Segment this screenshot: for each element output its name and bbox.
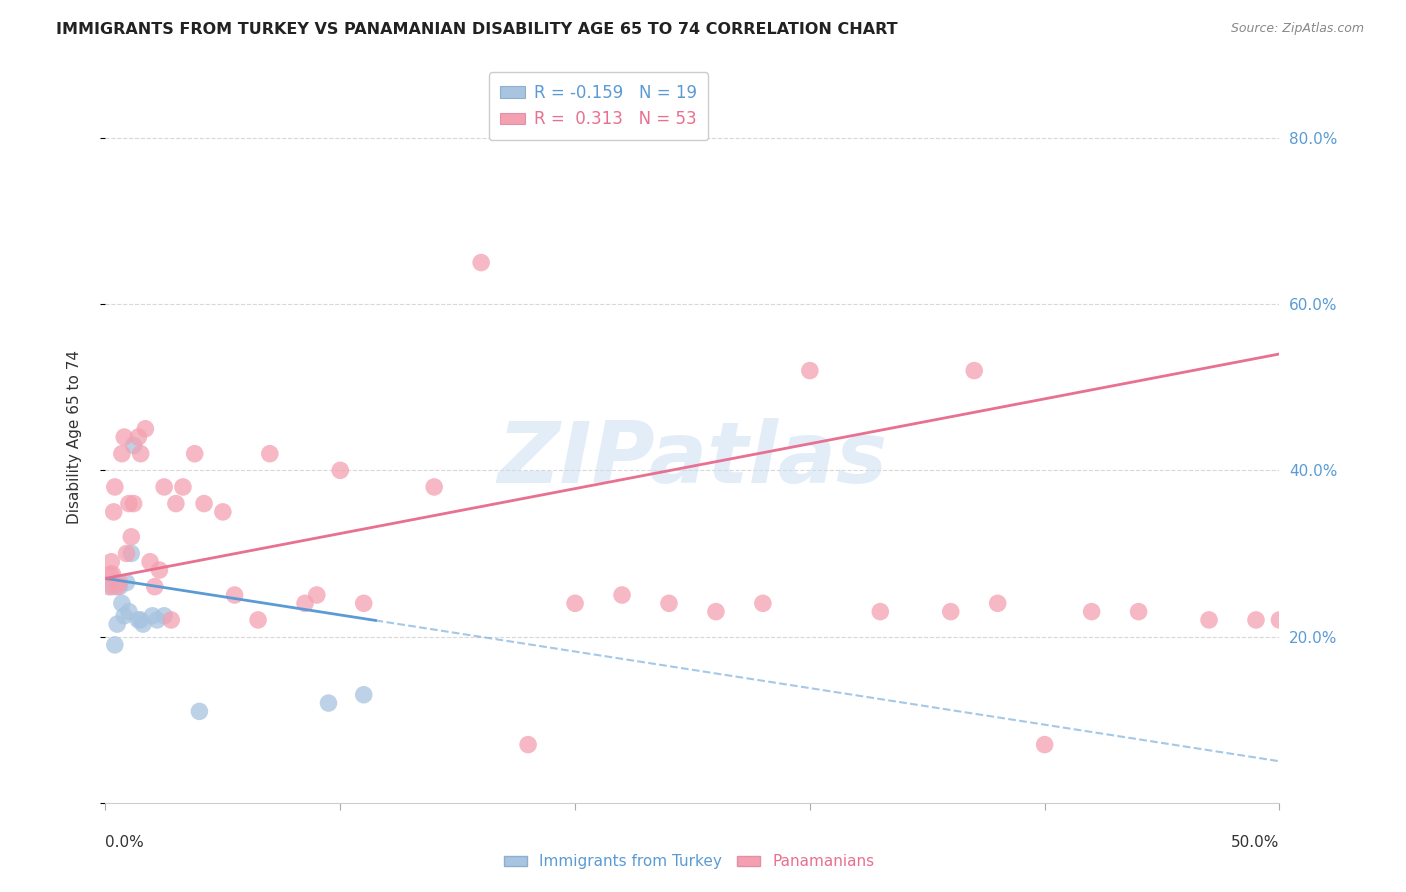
- Point: [1080, 605, 1102, 619]
- Point: [963, 363, 986, 377]
- Point: [470, 255, 492, 269]
- Point: [517, 738, 540, 752]
- Point: [183, 447, 205, 461]
- Point: [103, 505, 125, 519]
- Point: [111, 447, 134, 461]
- Point: [127, 430, 149, 444]
- Point: [118, 497, 141, 511]
- Point: [153, 608, 176, 623]
- Point: [122, 497, 145, 511]
- Point: [134, 422, 156, 436]
- Point: [120, 530, 142, 544]
- Legend: R = -0.159   N = 19, R =  0.313   N = 53: R = -0.159 N = 19, R = 0.313 N = 53: [489, 72, 709, 140]
- Point: [752, 596, 775, 610]
- Point: [108, 575, 131, 590]
- Text: 0.0%: 0.0%: [105, 836, 145, 850]
- Point: [101, 567, 124, 582]
- Point: [188, 705, 211, 719]
- Point: [148, 563, 170, 577]
- Point: [704, 605, 727, 619]
- Point: [105, 580, 128, 594]
- Point: [329, 463, 352, 477]
- Point: [129, 613, 152, 627]
- Point: [564, 596, 586, 610]
- Point: [193, 497, 215, 511]
- Point: [127, 613, 149, 627]
- Point: [423, 480, 446, 494]
- Point: [139, 555, 162, 569]
- Point: [98, 580, 121, 594]
- Point: [869, 605, 891, 619]
- Point: [146, 613, 169, 627]
- Legend: Immigrants from Turkey, Panamanians: Immigrants from Turkey, Panamanians: [498, 848, 880, 875]
- Point: [118, 605, 141, 619]
- Point: [353, 596, 375, 610]
- Point: [1198, 613, 1220, 627]
- Point: [132, 617, 155, 632]
- Text: ZIPatlas: ZIPatlas: [498, 417, 887, 500]
- Point: [122, 438, 145, 452]
- Y-axis label: Disability Age 65 to 74: Disability Age 65 to 74: [67, 350, 82, 524]
- Point: [104, 480, 127, 494]
- Point: [353, 688, 375, 702]
- Point: [112, 608, 135, 623]
- Point: [799, 363, 821, 377]
- Point: [112, 430, 135, 444]
- Point: [105, 617, 128, 632]
- Point: [160, 613, 183, 627]
- Point: [211, 505, 233, 519]
- Point: [939, 605, 962, 619]
- Point: [259, 447, 281, 461]
- Point: [141, 608, 163, 623]
- Point: [115, 575, 138, 590]
- Point: [172, 480, 194, 494]
- Point: [153, 480, 176, 494]
- Point: [305, 588, 328, 602]
- Point: [1244, 613, 1267, 627]
- Text: IMMIGRANTS FROM TURKEY VS PANAMANIAN DISABILITY AGE 65 TO 74 CORRELATION CHART: IMMIGRANTS FROM TURKEY VS PANAMANIAN DIS…: [56, 22, 898, 37]
- Point: [98, 567, 121, 582]
- Point: [1268, 613, 1291, 627]
- Point: [129, 447, 152, 461]
- Point: [115, 546, 138, 560]
- Text: Source: ZipAtlas.com: Source: ZipAtlas.com: [1230, 22, 1364, 36]
- Text: 50.0%: 50.0%: [1232, 836, 1279, 850]
- Point: [294, 596, 316, 610]
- Point: [247, 613, 270, 627]
- Point: [104, 638, 127, 652]
- Point: [1033, 738, 1056, 752]
- Point: [120, 546, 142, 560]
- Point: [111, 596, 134, 610]
- Point: [165, 497, 187, 511]
- Point: [318, 696, 340, 710]
- Point: [658, 596, 681, 610]
- Point: [143, 580, 166, 594]
- Point: [224, 588, 246, 602]
- Point: [101, 580, 124, 594]
- Point: [1128, 605, 1150, 619]
- Point: [108, 580, 131, 594]
- Point: [610, 588, 633, 602]
- Point: [987, 596, 1010, 610]
- Point: [100, 555, 122, 569]
